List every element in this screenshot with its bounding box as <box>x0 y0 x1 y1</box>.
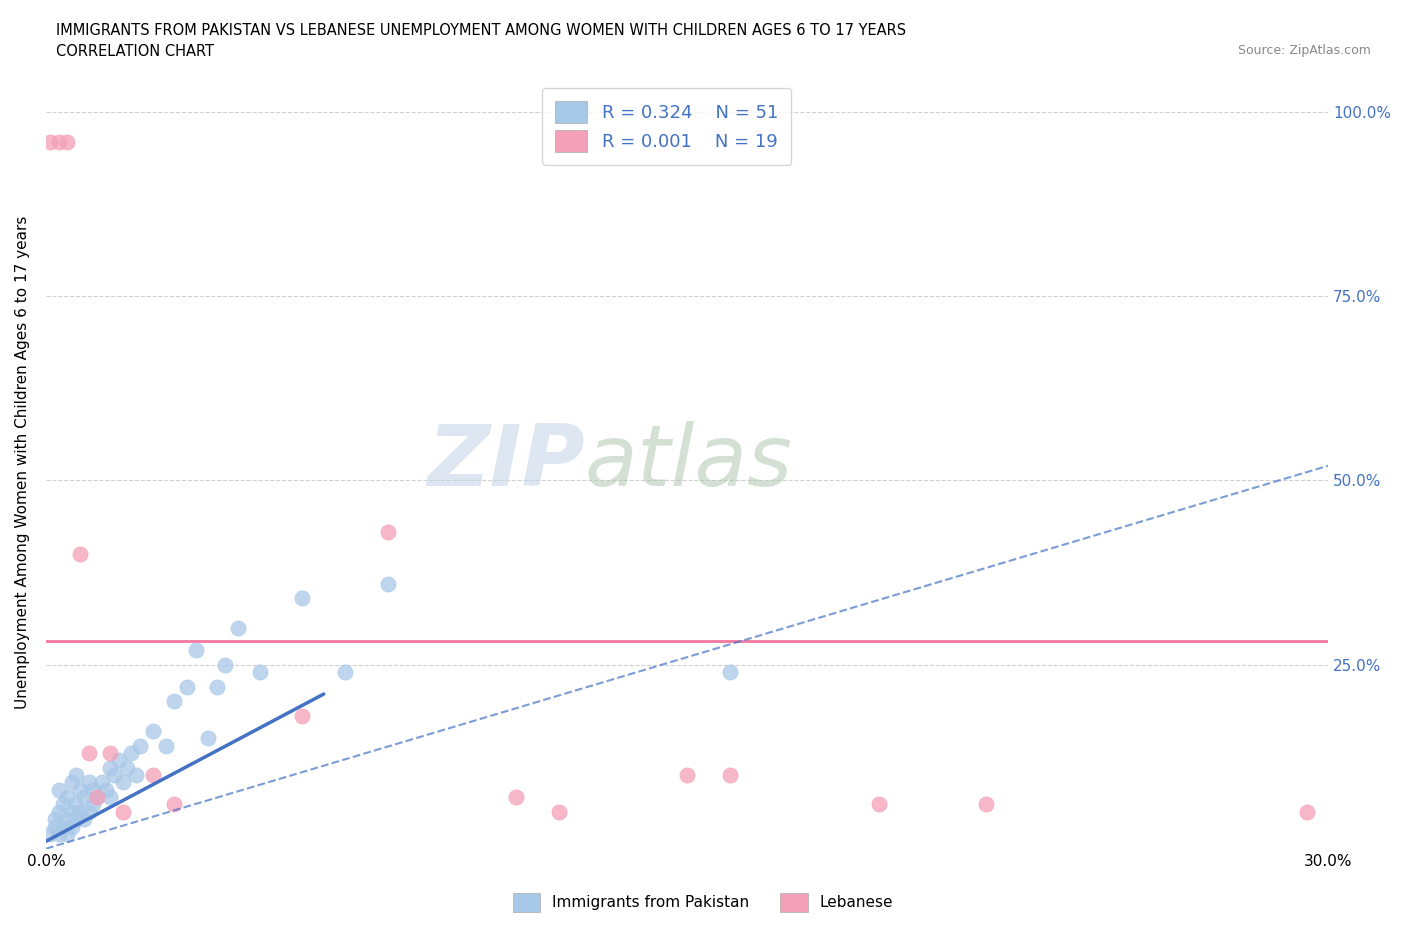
Point <box>120 746 142 761</box>
Point <box>377 525 399 539</box>
Point <box>163 694 186 709</box>
Point <box>103 767 125 782</box>
Point <box>98 746 121 761</box>
Text: Source: ZipAtlas.com: Source: ZipAtlas.com <box>1237 44 1371 57</box>
Point <box>48 827 70 842</box>
Point <box>249 664 271 679</box>
Point <box>197 731 219 746</box>
Point <box>60 819 83 834</box>
Point <box>142 724 165 738</box>
Point <box>39 827 62 842</box>
Point <box>505 790 527 804</box>
Point <box>56 790 79 804</box>
Point <box>129 738 152 753</box>
Point <box>69 547 91 562</box>
Point <box>718 767 741 782</box>
Point <box>77 804 100 819</box>
Point <box>77 775 100 790</box>
Point <box>90 775 112 790</box>
Point <box>69 804 91 819</box>
Point <box>111 804 134 819</box>
Point <box>1295 804 1317 819</box>
Point <box>82 782 104 797</box>
Point <box>184 643 207 658</box>
Text: atlas: atlas <box>585 420 793 503</box>
Point <box>205 679 228 694</box>
Point <box>52 797 75 812</box>
Point <box>69 782 91 797</box>
Legend: R = 0.324    N = 51, R = 0.001    N = 19: R = 0.324 N = 51, R = 0.001 N = 19 <box>543 88 790 165</box>
Point <box>125 767 148 782</box>
Point <box>868 797 890 812</box>
Y-axis label: Unemployment Among Women with Children Ages 6 to 17 years: Unemployment Among Women with Children A… <box>15 216 30 709</box>
Point <box>48 782 70 797</box>
Point <box>974 797 997 812</box>
Point <box>333 664 356 679</box>
Point <box>44 812 66 827</box>
Point <box>107 752 129 767</box>
Point <box>65 812 87 827</box>
Point <box>73 812 96 827</box>
Text: IMMIGRANTS FROM PAKISTAN VS LEBANESE UNEMPLOYMENT AMONG WOMEN WITH CHILDREN AGES: IMMIGRANTS FROM PAKISTAN VS LEBANESE UNE… <box>56 23 907 38</box>
Point <box>291 591 314 605</box>
Point <box>77 746 100 761</box>
Point <box>39 134 62 149</box>
Point <box>547 804 569 819</box>
Point <box>44 819 66 834</box>
Point <box>291 709 314 724</box>
Text: ZIP: ZIP <box>427 420 585 503</box>
Text: CORRELATION CHART: CORRELATION CHART <box>56 44 214 59</box>
Point <box>111 775 134 790</box>
Point <box>86 790 108 804</box>
Legend: Immigrants from Pakistan, Lebanese: Immigrants from Pakistan, Lebanese <box>506 887 900 918</box>
Point <box>676 767 699 782</box>
Point <box>718 664 741 679</box>
Point <box>86 790 108 804</box>
Point <box>60 804 83 819</box>
Point <box>98 790 121 804</box>
Point <box>115 760 138 775</box>
Point <box>60 775 83 790</box>
Point <box>214 658 236 672</box>
Point <box>94 782 117 797</box>
Point <box>56 812 79 827</box>
Point <box>377 576 399 591</box>
Point <box>98 760 121 775</box>
Point <box>226 620 249 635</box>
Point <box>52 819 75 834</box>
Point <box>176 679 198 694</box>
Point <box>163 797 186 812</box>
Point <box>56 827 79 842</box>
Point <box>82 797 104 812</box>
Point <box>142 767 165 782</box>
Point <box>155 738 177 753</box>
Point <box>65 767 87 782</box>
Point <box>48 134 70 149</box>
Point <box>73 790 96 804</box>
Point <box>56 134 79 149</box>
Point <box>48 804 70 819</box>
Point <box>65 797 87 812</box>
